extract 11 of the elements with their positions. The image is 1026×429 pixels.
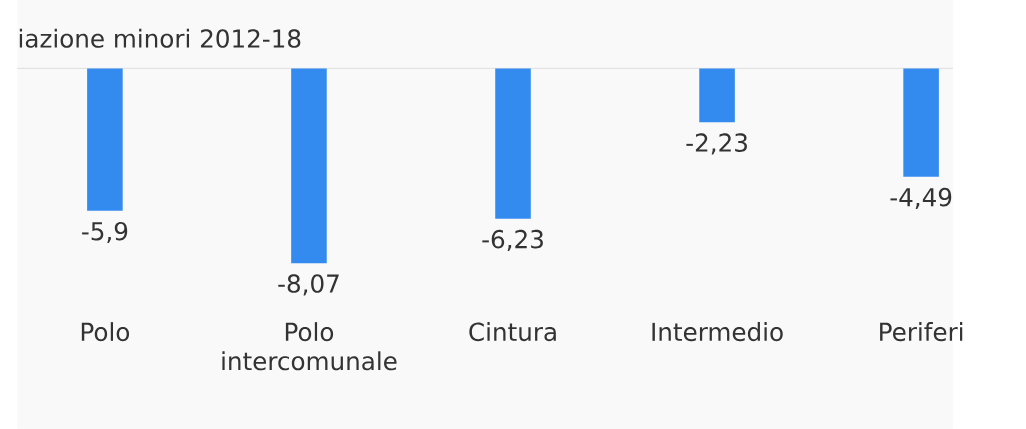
data-label: -5,9: [82, 222, 128, 244]
x-tick-label: Polo intercomunale: [222, 322, 397, 371]
x-tick-label: Cintura: [469, 322, 556, 342]
chart-title: iazione minori 2012-18: [19, 28, 301, 48]
data-label: -6,23: [482, 230, 543, 252]
data-label: -8,07: [278, 274, 339, 296]
x-tick-label: Polo: [81, 322, 130, 342]
data-label: -4,49: [890, 188, 952, 210]
x-tick-label: Intermedio: [652, 322, 783, 342]
x-tick-label: Periferi: [880, 322, 963, 342]
data-label: -2,23: [686, 133, 747, 155]
